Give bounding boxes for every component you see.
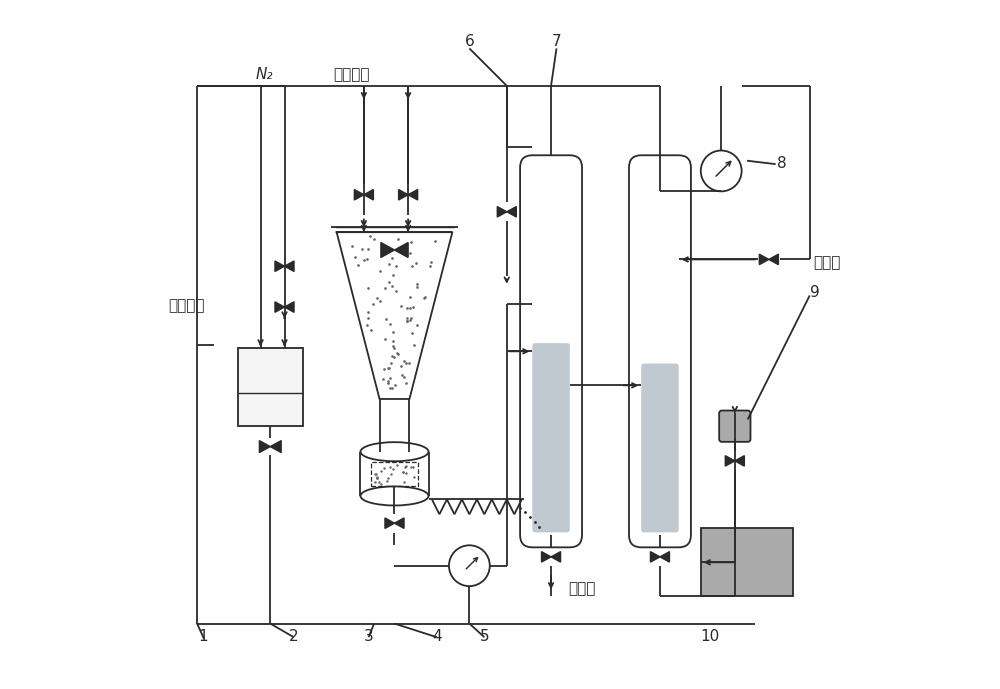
- Polygon shape: [399, 189, 408, 200]
- Polygon shape: [275, 261, 285, 271]
- Polygon shape: [275, 302, 285, 312]
- Polygon shape: [285, 302, 294, 312]
- Text: 3: 3: [364, 628, 374, 644]
- Text: 4: 4: [432, 628, 442, 644]
- Polygon shape: [759, 254, 769, 265]
- Bar: [238, 348, 303, 426]
- Text: 9: 9: [810, 285, 819, 300]
- Polygon shape: [769, 254, 778, 265]
- Polygon shape: [497, 207, 507, 217]
- FancyBboxPatch shape: [532, 343, 570, 533]
- Polygon shape: [394, 518, 404, 528]
- Polygon shape: [542, 552, 551, 562]
- Text: 5: 5: [480, 628, 489, 644]
- FancyBboxPatch shape: [520, 155, 582, 547]
- Text: N₂: N₂: [255, 67, 273, 82]
- Polygon shape: [735, 455, 744, 466]
- Text: 10: 10: [701, 628, 720, 644]
- Text: 新鲜水: 新鲜水: [813, 256, 840, 271]
- Polygon shape: [364, 189, 373, 200]
- Polygon shape: [408, 189, 418, 200]
- Text: 6: 6: [465, 34, 474, 50]
- Bar: [701, 528, 793, 597]
- FancyBboxPatch shape: [641, 364, 679, 533]
- Polygon shape: [551, 552, 561, 562]
- Polygon shape: [381, 243, 394, 258]
- Polygon shape: [354, 189, 364, 200]
- FancyBboxPatch shape: [629, 155, 691, 547]
- Polygon shape: [285, 261, 294, 271]
- Text: 7: 7: [552, 34, 561, 50]
- Text: 新鲜溶剂: 新鲜溶剂: [168, 298, 204, 313]
- FancyBboxPatch shape: [719, 411, 750, 442]
- Text: 再生油: 再生油: [568, 581, 595, 596]
- Polygon shape: [725, 455, 735, 466]
- Polygon shape: [650, 552, 660, 562]
- Text: 2: 2: [289, 628, 299, 644]
- Text: 工业废油: 工业废油: [333, 67, 370, 82]
- Polygon shape: [394, 243, 408, 258]
- Text: 8: 8: [777, 156, 787, 170]
- Polygon shape: [270, 440, 281, 453]
- Bar: [371, 462, 418, 486]
- Polygon shape: [259, 440, 270, 453]
- Polygon shape: [385, 518, 394, 528]
- Polygon shape: [507, 207, 516, 217]
- Text: 1: 1: [198, 628, 208, 644]
- Polygon shape: [660, 552, 669, 562]
